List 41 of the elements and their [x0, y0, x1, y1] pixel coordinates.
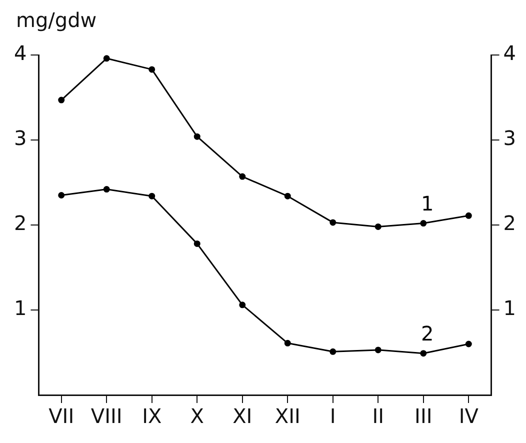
point — [58, 96, 65, 104]
y-tick-label: 1 — [14, 296, 27, 320]
point — [103, 186, 110, 193]
point — [148, 66, 156, 73]
y2-tick-label: 1 — [503, 296, 516, 320]
point — [239, 173, 246, 180]
x-tick-label: X — [190, 404, 204, 428]
point — [330, 348, 336, 355]
point — [148, 192, 156, 200]
point — [58, 192, 65, 198]
point — [330, 219, 336, 226]
point — [103, 55, 110, 62]
point — [465, 340, 472, 348]
x-tick-label: XI — [232, 404, 252, 428]
x-tick-label: I — [330, 404, 336, 428]
point — [374, 223, 382, 230]
x-tick-label: IX — [142, 404, 162, 428]
y-tick-label: 4 — [14, 41, 27, 66]
point — [194, 133, 200, 140]
point — [284, 340, 291, 346]
point — [284, 192, 291, 200]
point — [374, 346, 382, 354]
y2-tick-label: 2 — [503, 211, 516, 236]
y2-tick-label: 4 — [503, 41, 516, 66]
point — [239, 302, 246, 308]
series-label: 1 — [421, 192, 434, 216]
x-tick-label: IV — [458, 404, 479, 428]
point — [420, 350, 427, 357]
y-axis-title: mg/gdw — [16, 8, 97, 32]
y-tick-label: 2 — [14, 211, 27, 236]
x-tick-label: III — [414, 404, 432, 428]
x-tick-label: XII — [274, 404, 300, 428]
point — [194, 240, 200, 247]
point — [465, 212, 472, 219]
point — [420, 220, 427, 227]
series-label: 2 — [421, 322, 434, 346]
y-tick-label: 3 — [14, 126, 27, 150]
x-tick-label: VIII — [90, 404, 122, 428]
y2-tick-label: 3 — [503, 126, 516, 150]
x-tick-label: II — [372, 404, 384, 428]
x-tick-label: VII — [48, 404, 74, 428]
